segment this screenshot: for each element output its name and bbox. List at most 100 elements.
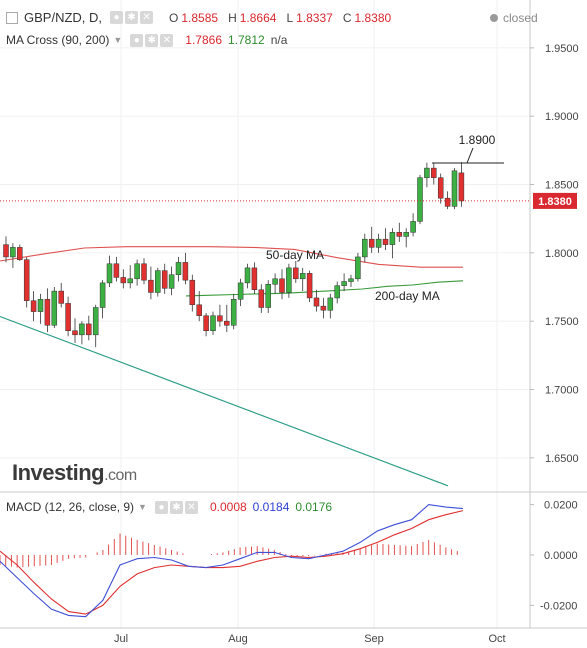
close-icon[interactable]: ✕ (140, 11, 154, 24)
candle-body (224, 320, 230, 326)
logo-brand: Investing (12, 460, 105, 485)
settings-icon[interactable]: ✱ (145, 33, 159, 47)
x-tick-label: Jul (114, 633, 128, 645)
settings-icon[interactable]: ✱ (125, 11, 139, 24)
annotation-label: 1.8900 (459, 133, 496, 147)
eye-icon[interactable]: ● (110, 11, 124, 24)
candle-body (444, 197, 451, 207)
candle-body (368, 238, 375, 248)
candle-body (51, 290, 58, 326)
candle-body (203, 315, 209, 331)
candle-body (286, 267, 292, 293)
chevron-down-icon[interactable]: ▼ (113, 35, 123, 45)
candle-body (265, 284, 271, 308)
candle-body (44, 299, 51, 326)
last-price-tag (533, 192, 577, 209)
x-tick-label: Sep (364, 633, 384, 645)
candle-body (72, 330, 78, 336)
macd-study-header: MACD (12, 26, close, 9) ▼ ● ✱ ✕ 0.0008 0… (6, 500, 332, 514)
candle-body (3, 244, 9, 258)
y-tick-label: 1.8000 (545, 248, 579, 260)
candle-body (182, 262, 189, 281)
candle-body (410, 221, 416, 233)
candle-body (396, 232, 403, 237)
status-dot-icon (490, 14, 498, 22)
y-tick-label: 1.9500 (545, 43, 579, 55)
candle-body (92, 307, 99, 336)
chevron-down-icon[interactable]: ▼ (138, 502, 147, 512)
candle-body (196, 304, 202, 316)
candle-body (106, 263, 113, 284)
candle-body (161, 270, 168, 289)
close-value: 1.8380 (354, 10, 392, 25)
eye-icon[interactable]: ● (154, 500, 168, 514)
candle-body (293, 267, 299, 280)
investing-logo: Investing.com (12, 460, 137, 486)
candle-body (10, 247, 16, 258)
low-value: 1.8337 (296, 10, 333, 25)
candle-body (375, 238, 382, 248)
candle-body (313, 297, 320, 307)
macd-y-tick-label: 0.0200 (544, 500, 578, 512)
macd-y-tick-label: 0.0000 (544, 550, 578, 562)
candle-body (431, 167, 437, 178)
candle-body (279, 278, 285, 293)
symbol-label: GBP/NZD, D, (24, 10, 103, 25)
ma-fast-label: 50-day MA (266, 248, 324, 262)
candle-body (168, 274, 175, 289)
candle-body (99, 282, 106, 308)
symbol-tools: ● ✱ ✕ (110, 11, 154, 24)
close-icon[interactable]: ✕ (160, 33, 174, 47)
ma-study-label[interactable]: MA Cross (90, 200) (6, 33, 110, 47)
candle-body (403, 232, 409, 237)
annotation-leader (466, 147, 474, 164)
high-value: 1.8664 (239, 10, 277, 25)
candle-body (424, 167, 430, 178)
candle-body (120, 277, 127, 284)
last-price-label: 1.8380 (538, 196, 572, 208)
candle-body (417, 177, 423, 222)
ma-slow-value: 1.7812 (228, 33, 265, 47)
candle-body (155, 270, 161, 293)
candle-body (141, 263, 147, 281)
macd-study-label[interactable]: MACD (12, 26, close, 9) (6, 500, 135, 514)
x-tick-label: Oct (488, 633, 505, 645)
y-tick-label: 1.7000 (545, 385, 579, 397)
macd-study-tools: ● ✱ ✕ (154, 500, 198, 514)
candle-body (341, 281, 347, 286)
close-icon[interactable]: ✕ (184, 500, 198, 514)
candle-body (37, 299, 44, 312)
settings-icon[interactable]: ✱ (169, 500, 183, 514)
candle-body (127, 278, 133, 284)
market-status: closed (490, 11, 538, 25)
candle-body (451, 170, 458, 207)
chart-collapse-icon[interactable] (6, 11, 18, 24)
macd-signal-value: 0.0176 (295, 500, 333, 514)
candle-body (86, 323, 92, 336)
candle-body (189, 279, 196, 306)
x-tick-label: Aug (228, 633, 248, 645)
symbol-header: GBP/NZD, D, ● ✱ ✕ O 1.8585 H 1.8664 L 1.… (6, 10, 391, 25)
candle-body (362, 238, 368, 258)
ma-study-tools: ● ✱ ✕ (130, 33, 174, 47)
candle-body (23, 259, 30, 301)
ma-slow-label: 200-day MA (375, 289, 440, 303)
open-label: O (169, 10, 179, 25)
candle-body (244, 267, 251, 284)
candle-body (355, 256, 361, 280)
candle-body (148, 279, 154, 293)
macd-signal-line (0, 510, 464, 615)
eye-icon[interactable]: ● (130, 33, 144, 47)
candle-body (79, 323, 85, 336)
y-tick-label: 1.7500 (545, 316, 579, 328)
candle-body (217, 315, 223, 322)
candle-body (210, 315, 216, 331)
y-tick-label: 1.8500 (545, 180, 579, 192)
candle-body (299, 273, 306, 280)
macd-line-value: 0.0184 (252, 500, 290, 514)
candle-body (258, 289, 265, 308)
low-label: L (286, 10, 294, 25)
macd-y-tick-label: -0.0200 (540, 600, 577, 612)
open-value: 1.8585 (181, 10, 219, 25)
